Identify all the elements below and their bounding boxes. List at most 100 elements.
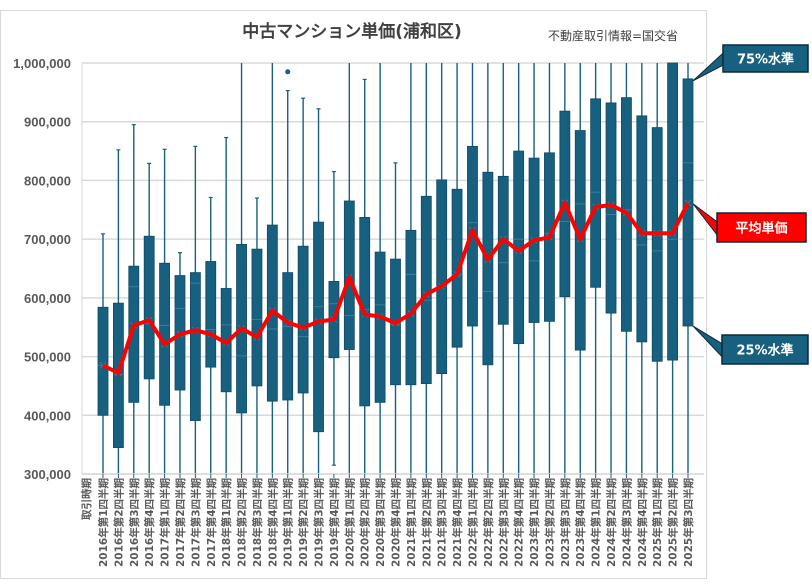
box-2020年第1四半期 [343, 63, 355, 474]
chart-title: 中古マンション単価(浦和区) [242, 21, 462, 42]
box-2021年第2四半期 [420, 63, 432, 474]
callout-1: 平均単価 [692, 203, 807, 243]
y-tick-label: 900,000 [24, 115, 71, 130]
iqr-box [436, 179, 448, 374]
callout-box [721, 334, 809, 365]
box-2023年第2四半期 [544, 63, 555, 474]
callout-0: 75%水準 [692, 44, 809, 82]
box-2018年第4四半期 [266, 63, 278, 474]
x-tick-label: 2019年第4四半期 [328, 478, 341, 567]
x-tick-label: 2016年第3四半期 [128, 478, 141, 567]
iqr-box [297, 245, 309, 394]
x-tick-label: 2021年第4四半期 [451, 478, 464, 567]
iqr-box [282, 272, 294, 401]
x-tick-label: 2020年第4四半期 [390, 478, 403, 567]
x-tick-label: 2021年第3四半期 [436, 478, 449, 567]
iqr-box [159, 262, 170, 406]
mean-price-line [102, 200, 690, 376]
callout-box [722, 44, 809, 73]
x-tick-label: 2024年第1四半期 [590, 478, 603, 567]
x-tick-label: 2019年第1四半期 [282, 478, 295, 567]
x-tick-label: 2022年第1四半期 [466, 478, 479, 567]
x-tick-label: 2019年第3四半期 [313, 478, 326, 567]
y-tick-label: 500,000 [24, 350, 71, 365]
box-2019年第3四半期 [313, 108, 324, 474]
box-2016年第1四半期 [97, 233, 109, 474]
box-2025年第1四半期 [651, 63, 663, 474]
box-2018年第3四半期 [251, 197, 263, 474]
box-2024年第1四半期 [590, 63, 602, 474]
box-2025年第2四半期 [667, 62, 679, 474]
x-tick-label: 2020年第2四半期 [359, 478, 372, 567]
box-2023年第1四半期 [528, 63, 540, 474]
iqr-box [112, 302, 124, 448]
box-2022年第2四半期 [482, 63, 494, 474]
iqr-box [128, 265, 140, 403]
x-tick-label: 2021年第2四半期 [420, 478, 433, 567]
x-tick-label: 2016年第4四半期 [143, 478, 156, 567]
x-tick-label: 2018年第4四半期 [266, 478, 279, 567]
box-2019年第2四半期 [297, 97, 309, 474]
x-tick-label: 2017年第3四半期 [189, 478, 202, 567]
box-2016年第4四半期 [143, 162, 155, 474]
x-tick-label: 2018年第2四半期 [236, 478, 249, 567]
x-tick-label: 2021年第1四半期 [405, 478, 418, 567]
box-2025年第3四半期 [682, 63, 694, 474]
iqr-box [189, 272, 201, 421]
y-tick-label: 400,000 [24, 408, 71, 423]
callout-2: 25%水準 [692, 325, 809, 365]
iqr-box [497, 175, 509, 325]
x-tick-label: 2020年第3四半期 [374, 478, 387, 567]
source-note: 不動産取引情報=国交省 [548, 28, 678, 43]
iqr-box [374, 251, 386, 403]
x-tick-label: 2016年第2四半期 [112, 478, 125, 567]
mean-line-series [102, 200, 690, 376]
x-tick-label: 2017年第1四半期 [159, 478, 172, 567]
x-tick-label: 2022年第4四半期 [513, 478, 526, 567]
x-tick-label: 2023年第4四半期 [574, 478, 587, 567]
box-2017年第1四半期 [159, 148, 170, 474]
y-tick-label: 600,000 [24, 291, 71, 306]
box-2017年第4四半期 [205, 196, 217, 474]
box-2023年第3四半期 [559, 63, 571, 474]
iqr-box [451, 188, 463, 348]
box-2022年第1四半期 [467, 63, 478, 474]
box-2024年第4四半期 [636, 63, 648, 474]
x-tick-label: 2020年第1四半期 [343, 478, 356, 567]
box-series [97, 62, 694, 474]
x-tick-label: 2022年第2四半期 [482, 478, 495, 567]
x-tick-label: 2016年第1四半期 [97, 478, 110, 567]
callout-pointer [692, 51, 724, 82]
x-tick-label: 2025年第3四半期 [682, 478, 695, 567]
box-2021年第3四半期 [436, 63, 448, 474]
callout-box [716, 212, 807, 243]
callout-pointer [692, 325, 723, 359]
x-tick-label: 2022年第3四半期 [497, 478, 510, 567]
y-tick-label: 300,000 [24, 467, 71, 482]
box-2022年第3四半期 [497, 63, 509, 474]
iqr-box [205, 261, 217, 368]
callout-label: 25%水準 [736, 343, 793, 359]
x-tick-label: 2019年第2四半期 [297, 478, 310, 567]
iqr-box [590, 98, 602, 288]
x-tick-label: 2018年第1四半期 [220, 478, 233, 567]
iqr-box [667, 62, 679, 361]
y-tick-label: 800,000 [24, 173, 71, 188]
callout-label: 75%水準 [737, 52, 794, 68]
x-tick-label: 2025年第2四半期 [667, 478, 680, 567]
box-2021年第1四半期 [405, 63, 417, 474]
x-tick-label: 2023年第3四半期 [559, 478, 572, 567]
iqr-box [343, 200, 355, 350]
y-tick-label: 700,000 [24, 232, 71, 247]
y-tick-label: 1,000,000 [13, 56, 71, 71]
iqr-box [482, 171, 494, 366]
box-2017年第2四半期 [174, 252, 186, 474]
outlier-point [285, 69, 291, 75]
callout-pointer [692, 203, 718, 237]
box-2024年第2四半期 [605, 63, 617, 474]
x-tick-label: 2024年第4四半期 [636, 478, 649, 567]
box-2019年第1四半期 [282, 89, 294, 474]
x-axis: 2016年第1四半期 2016年第2四半期 2016年第3四半期 2016年第4四半期… [80, 473, 704, 567]
box-2017年第3四半期 [189, 145, 201, 474]
